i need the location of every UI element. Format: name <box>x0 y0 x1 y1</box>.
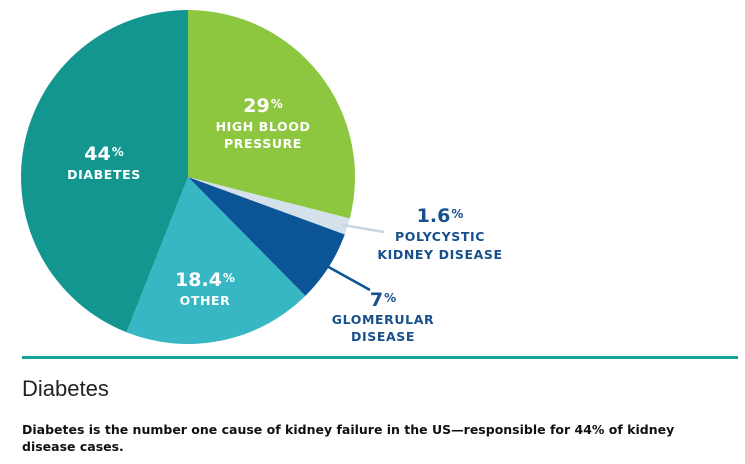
section-title: Diabetes <box>22 376 109 401</box>
slice-value-label: 44% <box>84 143 123 165</box>
slice-value-label: 29% <box>243 95 282 117</box>
slice-category-label: DIABETES <box>67 167 141 182</box>
section-divider <box>22 356 738 359</box>
leader-line <box>341 223 385 234</box>
pie-slice <box>188 177 345 296</box>
slice-category-label: PRESSURE <box>224 136 302 151</box>
slice-category-label: DISEASE <box>351 329 415 344</box>
section-description: Diabetes is the number one cause of kidn… <box>22 422 675 454</box>
slice-value-label: 18.4% <box>175 269 235 291</box>
slice-category-label: OTHER <box>180 293 231 308</box>
pie-slice <box>188 10 355 219</box>
pie-slice <box>21 10 189 333</box>
slice-category-label: POLYCYSTIC <box>395 229 485 244</box>
pie-slice <box>126 177 306 344</box>
slice-value-label: 7% <box>370 289 396 311</box>
slice-category-label: HIGH BLOOD <box>216 119 311 134</box>
leader-line <box>322 263 371 292</box>
slice-category-label: GLOMERULAR <box>332 312 434 327</box>
pie-chart: 29% HIGH BLOOD PRESSURE 1.6% POLYCYSTIC KIDNE… <box>21 10 502 344</box>
slice-category-label: KIDNEY DISEASE <box>377 247 502 262</box>
pie-slice <box>188 177 350 235</box>
slice-value-label: 1.6% <box>417 205 464 227</box>
